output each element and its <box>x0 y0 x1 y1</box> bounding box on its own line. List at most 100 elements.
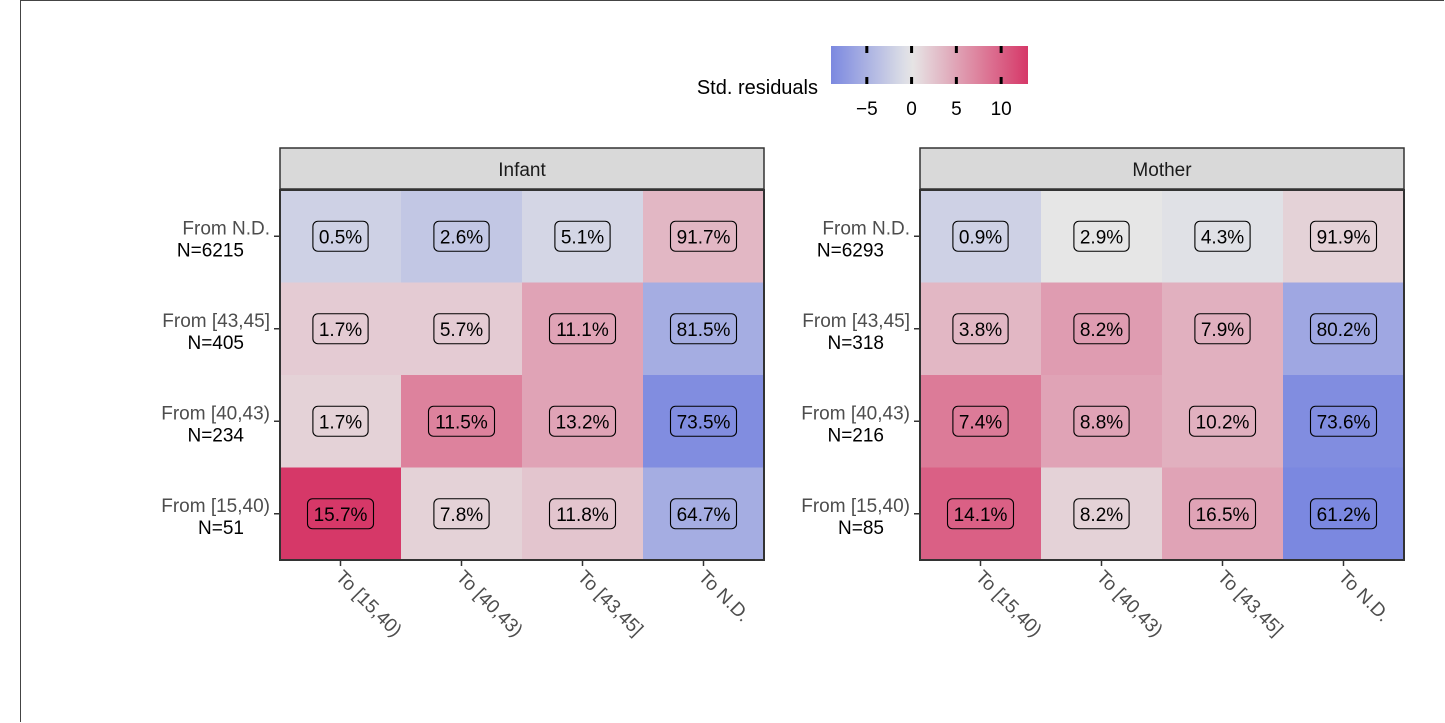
legend-tick-label: −5 <box>856 99 878 120</box>
figure-frame <box>20 0 1444 722</box>
heatmap-cell <box>1041 282 1163 376</box>
heatmap-cell <box>522 375 644 468</box>
cell-label-box <box>1073 220 1130 252</box>
cell-value-label: 5.1% <box>561 227 604 248</box>
heatmap-cell <box>1162 190 1284 283</box>
cell-value-label: 7.8% <box>440 505 483 526</box>
cell-label-box <box>1188 405 1257 437</box>
panel-border <box>279 189 765 561</box>
legend-tick-label: 0 <box>906 99 917 120</box>
y-tick-label: From [40,43) <box>801 403 910 424</box>
cell-value-label: 4.3% <box>1201 227 1244 248</box>
cell-label-box <box>312 313 369 345</box>
heatmap-cell <box>401 375 523 468</box>
y-count-label: N=234 <box>187 425 244 446</box>
y-tick-label: From N.D. <box>182 218 270 239</box>
heatmap-cell <box>522 467 644 561</box>
cell-value-label: 61.2% <box>1317 505 1371 526</box>
cell-label-box <box>548 405 617 437</box>
cell-value-label: 91.9% <box>1317 227 1371 248</box>
cell-value-label: 8.8% <box>1080 412 1123 433</box>
heatmap-cell <box>401 467 523 561</box>
cell-label-box <box>306 498 375 530</box>
cell-label-box <box>669 313 738 345</box>
cell-label-box <box>1073 405 1130 437</box>
cell-value-label: 1.7% <box>319 412 362 433</box>
heatmap-cell <box>920 375 1042 468</box>
y-tick-label: From [15,40) <box>801 496 910 517</box>
heatmap-cell <box>920 467 1042 561</box>
cell-label-box <box>433 498 490 530</box>
y-tick-label: From [43,45] <box>802 311 910 332</box>
cell-value-label: 0.5% <box>319 227 362 248</box>
facet-strip <box>279 147 765 190</box>
cell-label-box <box>669 498 738 530</box>
cell-label-box <box>1073 313 1130 345</box>
cell-label-box <box>946 498 1015 530</box>
cell-value-label: 11.1% <box>556 320 609 341</box>
cell-label-box <box>1309 313 1378 345</box>
y-count-label: N=216 <box>827 425 884 446</box>
cell-label-box <box>312 405 369 437</box>
y-count-label: N=85 <box>838 518 884 539</box>
cell-label-box <box>433 313 490 345</box>
heatmap-cell <box>280 282 402 376</box>
x-tick-label: To [15,40) <box>331 567 406 642</box>
x-tick-label: To [15,40) <box>971 567 1046 642</box>
cell-value-label: 2.6% <box>440 227 483 248</box>
x-tick-label: To [40,43) <box>452 567 527 642</box>
cell-value-label: 11.8% <box>556 505 609 526</box>
heatmap-cell <box>522 190 644 283</box>
cell-label-box <box>554 220 611 252</box>
y-tick-label: From N.D. <box>822 218 910 239</box>
cell-value-label: 64.7% <box>677 505 731 526</box>
legend-title: Std. residuals <box>697 77 818 99</box>
heatmap-cell <box>643 282 765 376</box>
heatmap-cell <box>1283 467 1405 561</box>
heatmap-cell <box>280 467 402 561</box>
y-count-label: N=318 <box>827 333 884 354</box>
cell-value-label: 7.4% <box>959 412 1002 433</box>
heatmap-cell <box>1041 467 1163 561</box>
cell-label-box <box>669 220 738 252</box>
heatmap-cell <box>643 375 765 468</box>
facet-strip <box>919 147 1405 190</box>
heatmap-cell <box>522 282 644 376</box>
cell-value-label: 16.5% <box>1196 505 1250 526</box>
cell-value-label: 81.5% <box>677 320 731 341</box>
x-tick-label: To [40,43) <box>1092 567 1167 642</box>
cell-value-label: 13.2% <box>556 412 610 433</box>
cell-value-label: 73.6% <box>1317 412 1371 433</box>
heatmap-cell <box>280 190 402 283</box>
cell-label-box <box>1194 313 1251 345</box>
cell-value-label: 11.5% <box>435 412 488 433</box>
facet-label: Mother <box>1132 160 1192 181</box>
cell-label-box <box>427 405 496 437</box>
cell-value-label: 8.2% <box>1080 320 1123 341</box>
heatmap-cell <box>1283 375 1405 468</box>
cell-value-label: 73.5% <box>677 412 731 433</box>
heatmap-cell <box>1041 375 1163 468</box>
cell-label-box <box>952 313 1009 345</box>
cell-value-label: 2.9% <box>1080 227 1123 248</box>
cell-label-box <box>669 405 738 437</box>
legend-tick-label: 5 <box>951 99 962 120</box>
legend-colorbar <box>831 46 1028 84</box>
x-tick-label: To N.D. <box>1334 567 1394 627</box>
cell-label-box <box>433 220 490 252</box>
heatmap-cell <box>1283 282 1405 376</box>
x-tick-label: To N.D. <box>694 567 754 627</box>
cell-value-label: 5.7% <box>440 320 483 341</box>
cell-value-label: 3.8% <box>959 320 1002 341</box>
cell-label-box <box>1188 498 1257 530</box>
heatmap-cell <box>1162 375 1284 468</box>
cell-value-label: 1.7% <box>319 320 362 341</box>
y-count-label: N=51 <box>198 518 244 539</box>
cell-label-box <box>1309 498 1378 530</box>
cell-label-box <box>952 220 1009 252</box>
heatmap-cell <box>1283 190 1405 283</box>
heatmap-cell <box>1162 282 1284 376</box>
cell-label-box <box>1194 220 1251 252</box>
heatmap-cell <box>920 282 1042 376</box>
x-tick-label: To [43,45] <box>573 567 647 641</box>
